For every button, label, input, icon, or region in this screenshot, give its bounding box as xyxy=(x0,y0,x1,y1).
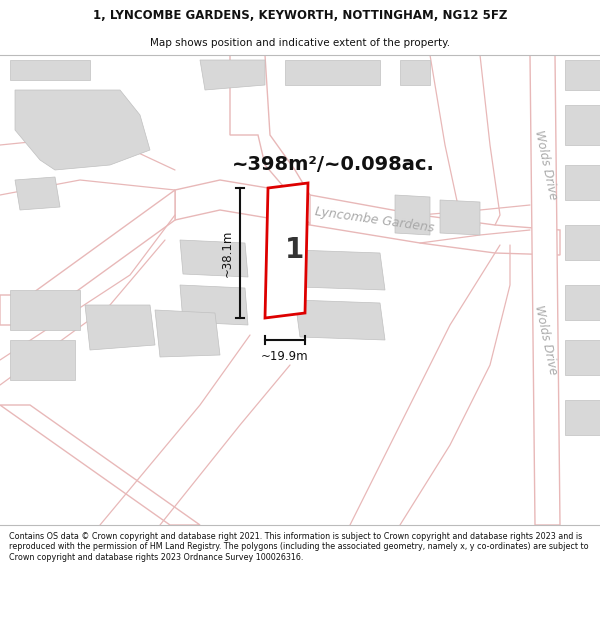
Polygon shape xyxy=(400,60,430,85)
Polygon shape xyxy=(530,55,560,525)
Text: Map shows position and indicative extent of the property.: Map shows position and indicative extent… xyxy=(150,38,450,48)
Polygon shape xyxy=(10,340,75,380)
Text: Contains OS data © Crown copyright and database right 2021. This information is : Contains OS data © Crown copyright and d… xyxy=(9,532,589,562)
Polygon shape xyxy=(15,90,150,170)
Polygon shape xyxy=(155,310,220,357)
Polygon shape xyxy=(175,180,560,255)
Text: Wolds Drive: Wolds Drive xyxy=(532,129,560,201)
Polygon shape xyxy=(10,290,80,330)
Text: 1: 1 xyxy=(285,236,304,264)
Polygon shape xyxy=(15,177,60,210)
Polygon shape xyxy=(395,195,430,235)
Polygon shape xyxy=(295,300,385,340)
Polygon shape xyxy=(565,165,600,200)
Text: Lyncombe Gardens: Lyncombe Gardens xyxy=(314,205,436,235)
Polygon shape xyxy=(565,285,600,320)
Polygon shape xyxy=(10,60,90,80)
Polygon shape xyxy=(565,60,600,90)
Polygon shape xyxy=(565,225,600,260)
Text: ~38.1m: ~38.1m xyxy=(221,229,234,277)
Text: ~398m²/~0.098ac.: ~398m²/~0.098ac. xyxy=(232,156,435,174)
Polygon shape xyxy=(180,285,248,325)
Text: ~19.9m: ~19.9m xyxy=(261,350,309,363)
Polygon shape xyxy=(295,250,385,290)
Polygon shape xyxy=(265,183,308,318)
Polygon shape xyxy=(180,240,248,277)
Polygon shape xyxy=(200,60,265,90)
Polygon shape xyxy=(565,340,600,375)
Polygon shape xyxy=(565,105,600,145)
Polygon shape xyxy=(0,405,200,525)
Polygon shape xyxy=(230,55,310,225)
Polygon shape xyxy=(285,60,380,85)
Polygon shape xyxy=(0,190,175,325)
Text: 1, LYNCOMBE GARDENS, KEYWORTH, NOTTINGHAM, NG12 5FZ: 1, LYNCOMBE GARDENS, KEYWORTH, NOTTINGHA… xyxy=(93,9,507,22)
Polygon shape xyxy=(85,305,155,350)
Polygon shape xyxy=(440,200,480,235)
Polygon shape xyxy=(565,400,600,435)
Text: Wolds Drive: Wolds Drive xyxy=(532,304,560,376)
